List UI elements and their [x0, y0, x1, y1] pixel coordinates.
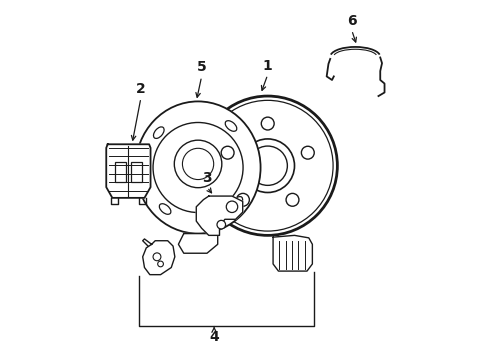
Circle shape: [226, 201, 237, 212]
Text: 1: 1: [263, 59, 272, 73]
Polygon shape: [196, 196, 242, 235]
Text: 6: 6: [346, 14, 356, 28]
Circle shape: [221, 146, 234, 159]
Polygon shape: [106, 144, 150, 198]
Text: 4: 4: [209, 330, 219, 344]
Polygon shape: [178, 234, 217, 253]
Ellipse shape: [135, 102, 260, 234]
Ellipse shape: [159, 204, 170, 214]
Circle shape: [236, 193, 249, 206]
Text: 5: 5: [196, 60, 206, 75]
Circle shape: [247, 146, 287, 185]
Circle shape: [301, 146, 314, 159]
Circle shape: [285, 193, 298, 206]
Polygon shape: [272, 235, 312, 271]
Polygon shape: [142, 241, 175, 275]
Circle shape: [217, 220, 225, 229]
Bar: [130, 162, 142, 182]
Circle shape: [153, 253, 161, 261]
Text: 2: 2: [136, 82, 145, 96]
Circle shape: [198, 96, 337, 235]
Ellipse shape: [231, 197, 242, 208]
Circle shape: [241, 139, 294, 193]
Bar: [115, 162, 126, 182]
Text: 3: 3: [202, 171, 211, 185]
Ellipse shape: [225, 121, 236, 131]
Circle shape: [157, 261, 163, 267]
Ellipse shape: [153, 127, 164, 139]
Circle shape: [261, 117, 274, 130]
